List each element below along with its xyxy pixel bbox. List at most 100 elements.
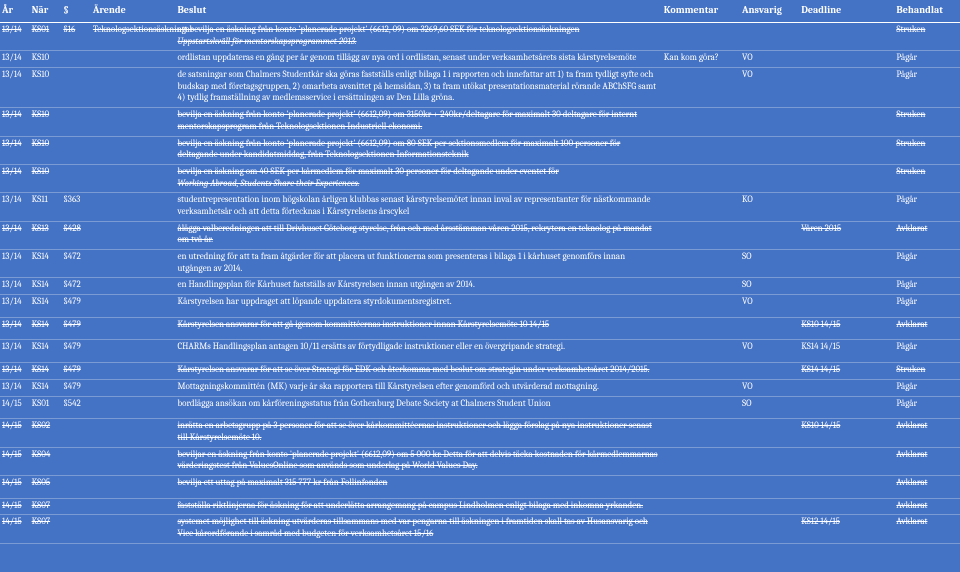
table-row: 14/15KS02inrätta en arbetsgrupp på 3 per…: [0, 419, 960, 447]
cell-beslut: fastställa riktlinjerna för äskning för …: [175, 498, 661, 515]
header-nar: När: [30, 0, 62, 23]
cell-ansvarig: SO: [740, 396, 799, 419]
beslut-text: bordlägga ansökan om kårföreningsstatus …: [177, 399, 550, 409]
cell-deadline: Våren 2015: [799, 221, 894, 249]
cell-beslut: att bevilja en äskning från konto 'plane…: [175, 23, 661, 51]
cell-arende: [91, 51, 176, 68]
cell-beslut: bevilja en äskning från konto 'planerade…: [175, 136, 661, 164]
cell-ar: 13/14: [0, 340, 30, 363]
cell-deadline: KS10 14/15: [799, 317, 894, 340]
cell-deadline: [799, 68, 894, 108]
cell-ansvarig: [740, 447, 799, 475]
cell-nar: KS11: [30, 193, 62, 221]
cell-behandlat: Pågår: [894, 278, 960, 295]
cell-par: [61, 419, 91, 447]
cell-nar: KS10: [30, 164, 62, 192]
cell-nar: KS10: [30, 51, 62, 68]
header-beslut: Beslut: [175, 0, 661, 23]
cell-kommentar: [662, 498, 740, 515]
cell-par: [61, 68, 91, 108]
beslut-text: bevilja en äskning från konto 'planerade…: [177, 110, 637, 132]
cell-nar: KS10: [30, 136, 62, 164]
cell-ansvarig: [740, 475, 799, 498]
cell-deadline: [799, 108, 894, 136]
cell-ar: 13/14: [0, 136, 30, 164]
beslut-text: bevilja en äskning från konto 'planerade…: [177, 139, 620, 161]
cell-ar: 13/14: [0, 363, 30, 380]
cell-beslut: beviljar en äskning från konto 'planerad…: [175, 447, 661, 475]
table-row: 13/14KS13§428ålägga valberedningen att t…: [0, 221, 960, 249]
cell-deadline: [799, 475, 894, 498]
cell-arende: [91, 498, 176, 515]
cell-arende: [91, 363, 176, 380]
cell-par: [61, 51, 91, 68]
cell-behandlat: Avklarat: [894, 515, 960, 543]
cell-behandlat: Struken: [894, 136, 960, 164]
cell-nar: KS14: [30, 363, 62, 380]
cell-behandlat: Avklarat: [894, 419, 960, 447]
cell-behandlat: Avklarat: [894, 317, 960, 340]
cell-ansvarig: VO: [740, 68, 799, 108]
cell-kommentar: [662, 23, 740, 51]
cell-kommentar: [662, 136, 740, 164]
decisions-table: År När § Ärende Beslut Kommentar Ansvari…: [0, 0, 960, 544]
cell-arende: [91, 295, 176, 318]
cell-par: [61, 164, 91, 192]
cell-kommentar: [662, 193, 740, 221]
cell-deadline: [799, 396, 894, 419]
table-row: 13/14KS14§479Kårstyrelsen ansvarar för a…: [0, 317, 960, 340]
cell-par: [61, 498, 91, 515]
cell-kommentar: [662, 515, 740, 543]
cell-ansvarig: SO: [740, 250, 799, 278]
table-row: 14/15KS07fastställa riktlinjerna för äsk…: [0, 498, 960, 515]
cell-arende: [91, 317, 176, 340]
cell-ar: 13/14: [0, 51, 30, 68]
table-row: 13/14KS14§472en Handlingsplan för Kårhus…: [0, 278, 960, 295]
cell-ansvarig: [740, 136, 799, 164]
cell-nar: KS14: [30, 379, 62, 396]
cell-nar: KS14: [30, 250, 62, 278]
cell-ansvarig: [740, 498, 799, 515]
cell-kommentar: [662, 250, 740, 278]
cell-beslut: de satsningar som Chalmers Studentkår sk…: [175, 68, 661, 108]
table-row: 13/14KS14§479Kårstyrelsen har uppdraget …: [0, 295, 960, 318]
header-ar: År: [0, 0, 30, 23]
cell-beslut: en utredning för att ta fram åtgärder fö…: [175, 250, 661, 278]
header-deadline: Deadline: [799, 0, 894, 23]
beslut-text: Kårstyrelsen ansvarar för att se över St…: [177, 365, 649, 375]
cell-arende: Teknologsektionsäskningar: [91, 23, 176, 51]
cell-ar: 14/15: [0, 498, 30, 515]
cell-ansvarig: [740, 164, 799, 192]
cell-behandlat: Pågår: [894, 379, 960, 396]
cell-behandlat: Avklarat: [894, 447, 960, 475]
cell-par: §472: [61, 250, 91, 278]
cell-ar: 13/14: [0, 193, 30, 221]
beslut-text: CHARMs Handlingsplan antagen 10/11 ersät…: [177, 342, 565, 352]
cell-par: §479: [61, 295, 91, 318]
cell-nar: KS10: [30, 68, 62, 108]
cell-arende: [91, 447, 176, 475]
cell-deadline: [799, 51, 894, 68]
cell-deadline: [799, 498, 894, 515]
table-row: 13/14KS10 bevilja en äskning från konto '…: [0, 136, 960, 164]
table-row: 13/14KS14§479Mottagningskommittén (MK) v…: [0, 379, 960, 396]
cell-ar: 14/15: [0, 396, 30, 419]
cell-ansvarig: [740, 108, 799, 136]
cell-kommentar: [662, 363, 740, 380]
cell-beslut: Mottagningskommittén (MK) varje år ska r…: [175, 379, 661, 396]
cell-nar: KS05: [30, 475, 62, 498]
cell-kommentar: [662, 68, 740, 108]
table-row: 14/15KS05bevilja ett uttag på maximalt 3…: [0, 475, 960, 498]
cell-ar: 13/14: [0, 164, 30, 192]
cell-kommentar: [662, 419, 740, 447]
table-row: 13/14KS11§363studentrepresentation inom …: [0, 193, 960, 221]
cell-deadline: [799, 164, 894, 192]
cell-ansvarig: VO: [740, 295, 799, 318]
cell-deadline: KS12 14/15: [799, 515, 894, 543]
cell-nar: KS02: [30, 419, 62, 447]
cell-arende: [91, 396, 176, 419]
cell-deadline: [799, 193, 894, 221]
cell-deadline: KS14 14/15: [799, 340, 894, 363]
cell-deadline: KS10 14/15: [799, 419, 894, 447]
beslut-text: ålägga valberedningen att till Drivhuset…: [177, 224, 651, 246]
